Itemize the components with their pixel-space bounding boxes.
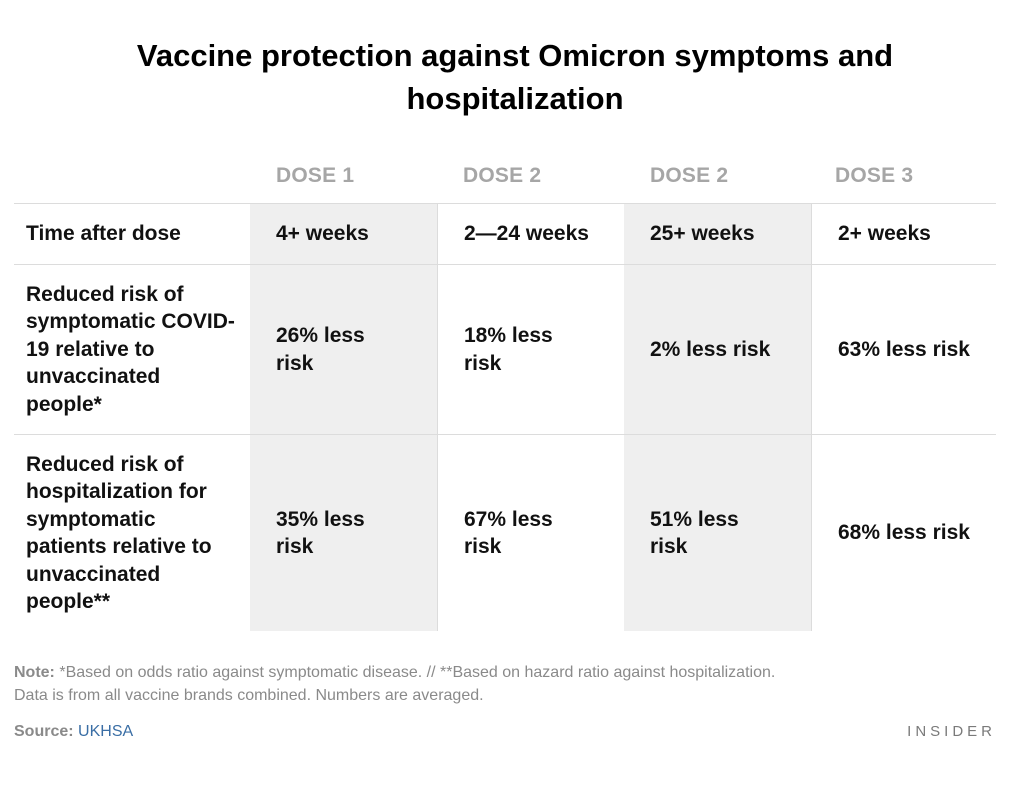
- cell-value: 51% less risk: [650, 507, 739, 559]
- table-cell: 2—24 weeks: [437, 204, 624, 264]
- cell-value: 26% less risk: [276, 324, 365, 375]
- cell-value: 63% less risk: [838, 337, 970, 361]
- table-cell: 2% less risk: [624, 265, 811, 434]
- source-label: Source:: [14, 723, 74, 740]
- table-cell: 18% less risk: [437, 265, 624, 434]
- source-link[interactable]: UKHSA: [78, 723, 134, 740]
- table-cell: 2+ weeks: [811, 204, 996, 264]
- table-cell: 35% less risk: [250, 435, 437, 631]
- brand-logo: INSIDER: [907, 723, 996, 740]
- data-table: DOSE 1 DOSE 2 DOSE 2 DOSE 3 Time after d…: [14, 150, 996, 631]
- table-row: Reduced risk of hospitalization for symp…: [14, 434, 996, 631]
- table-row: Time after dose 4+ weeks 2—24 weeks 25+ …: [14, 203, 996, 264]
- table-cell: 63% less risk: [811, 265, 996, 434]
- row-label-cell: Reduced risk of symptomatic COVID-19 rel…: [14, 265, 250, 434]
- cell-value: 18% less risk: [464, 324, 553, 375]
- cell-value: 25+ weeks: [650, 222, 755, 246]
- column-header: DOSE 2: [650, 164, 729, 187]
- table-header-row: DOSE 1 DOSE 2 DOSE 2 DOSE 3: [14, 150, 996, 203]
- cell-value: 67% less risk: [464, 507, 553, 559]
- table-cell: 4+ weeks: [250, 204, 437, 264]
- table-row: Reduced risk of symptomatic COVID-19 rel…: [14, 264, 996, 434]
- table-cell: 67% less risk: [437, 435, 624, 631]
- cell-value: 35% less risk: [276, 507, 365, 559]
- cell-value: 4+ weeks: [276, 222, 369, 246]
- table-cell: 26% less risk: [250, 265, 437, 434]
- row-label: Reduced risk of hospitalization for symp…: [26, 452, 212, 614]
- row-label: Time after dose: [26, 222, 181, 246]
- table-cell: 68% less risk: [811, 435, 996, 631]
- column-header: DOSE 3: [835, 164, 914, 187]
- cell-value: 2+ weeks: [838, 222, 931, 246]
- note-text: *Based on odds ratio against symptomatic…: [59, 664, 776, 681]
- footnote-line-2: Data is from all vaccine brands combined…: [14, 687, 484, 704]
- row-label: Reduced risk of symptomatic COVID-19 rel…: [26, 282, 235, 416]
- column-header: DOSE 2: [463, 164, 542, 187]
- footnote: Note: *Based on odds ratio against sympt…: [14, 661, 914, 707]
- note-label: Note:: [14, 664, 55, 681]
- column-header: DOSE 1: [276, 164, 355, 187]
- footnote-line-1: Note: *Based on odds ratio against sympt…: [14, 661, 914, 684]
- table-cell: 51% less risk: [624, 435, 811, 631]
- chart-title: Vaccine protection against Omicron sympt…: [136, 38, 894, 116]
- cell-value: 2% less risk: [650, 337, 771, 361]
- cell-value: 2—24 weeks: [464, 222, 589, 246]
- source-line: Source: UKHSA: [14, 723, 133, 741]
- table-cell: 25+ weeks: [624, 204, 811, 264]
- cell-value: 68% less risk: [838, 521, 970, 545]
- row-label-cell: Reduced risk of hospitalization for symp…: [14, 435, 250, 631]
- row-label-cell: Time after dose: [14, 204, 250, 264]
